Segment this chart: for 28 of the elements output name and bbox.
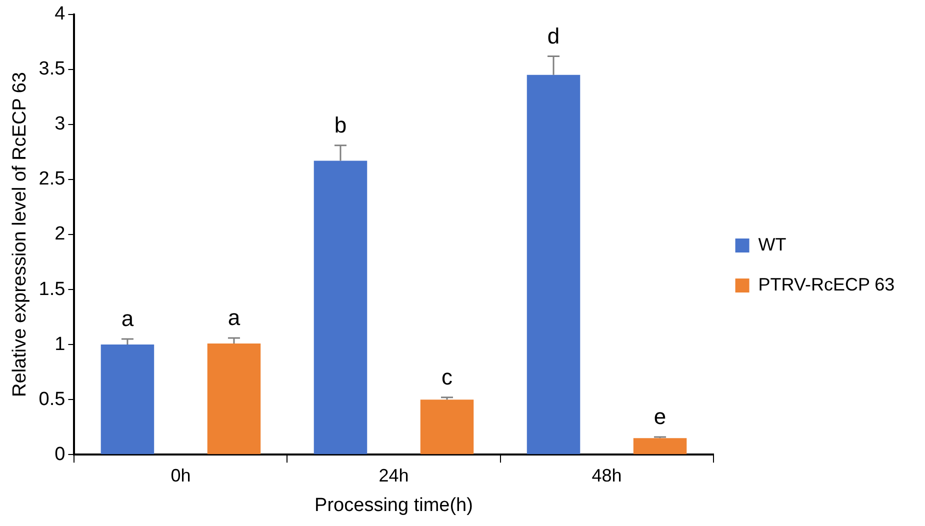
x-tick-label: 0h xyxy=(170,465,191,486)
data-label: d xyxy=(547,23,560,48)
y-axis-title: Relative expression level of RcECP 63 xyxy=(10,72,31,397)
bar xyxy=(207,343,261,454)
y-tick-label: 1 xyxy=(54,334,66,355)
y-tick-label: 2 xyxy=(54,224,66,245)
x-tick-label: 24h xyxy=(378,465,409,486)
bar xyxy=(526,74,580,454)
bar xyxy=(100,344,154,454)
y-tick-label: 3.5 xyxy=(38,58,66,80)
bar xyxy=(314,160,368,454)
y-tick-label: 1.5 xyxy=(38,278,66,300)
data-label: a xyxy=(121,306,134,332)
legend-label: PTRV-RcECP 63 xyxy=(758,274,895,294)
bar xyxy=(633,438,687,454)
y-tick-label: 4 xyxy=(54,4,66,25)
x-axis-title: Processing time(h) xyxy=(314,494,473,516)
x-tick-label: 48h xyxy=(592,465,622,486)
legend-label: WT xyxy=(758,234,786,254)
data-label: b xyxy=(334,112,347,138)
data-label: c xyxy=(442,364,453,390)
y-tick-label: 2.5 xyxy=(38,168,66,190)
y-tick-label: 0.5 xyxy=(38,388,66,410)
y-tick-label: 0 xyxy=(54,444,66,465)
y-tick-label: 3 xyxy=(54,114,66,135)
data-label: a xyxy=(228,305,241,330)
bar xyxy=(420,400,474,454)
data-label: e xyxy=(654,404,666,430)
